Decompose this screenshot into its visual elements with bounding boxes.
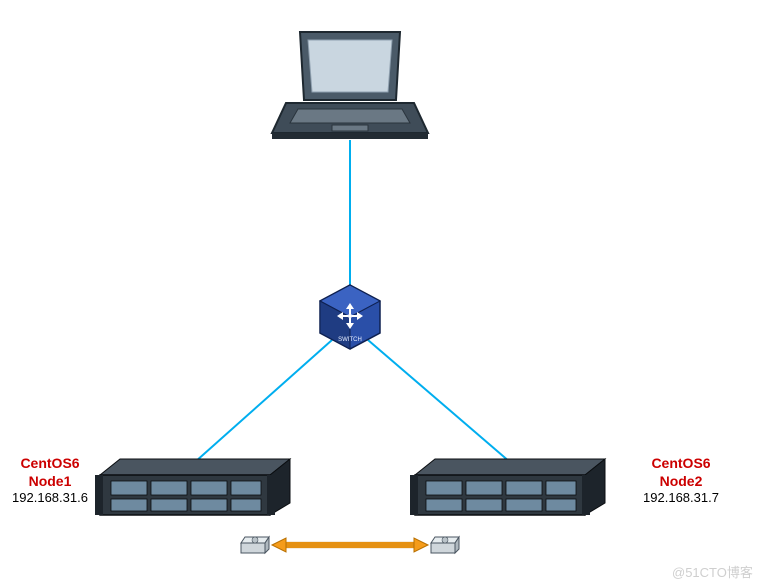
switch-icon: SWITCH (320, 285, 380, 349)
node1-label: CentOS6 Node1 192.168.31.6 (0, 455, 100, 506)
edge-switch-server2 (368, 340, 510, 462)
server2-icon (410, 459, 605, 515)
node1-name2: Node1 (0, 473, 100, 491)
node2-ip: 192.168.31.7 (616, 490, 746, 506)
server1-icon (95, 459, 290, 515)
node2-name2: Node2 (616, 473, 746, 491)
node1-name1: CentOS6 (0, 455, 100, 473)
switch-label: SWITCH (338, 337, 362, 343)
edge-switch-server1 (195, 340, 332, 462)
replication-arrow (272, 538, 428, 552)
watermark: @51CTO博客 (672, 562, 753, 581)
diagram-canvas: SWITCH (0, 0, 758, 582)
node2-label: CentOS6 Node2 192.168.31.7 (616, 455, 746, 506)
laptop-icon (272, 32, 428, 139)
node1-ip: 192.168.31.6 (0, 490, 100, 506)
disk2-icon (431, 537, 459, 553)
disk1-icon (241, 537, 269, 553)
node2-name1: CentOS6 (616, 455, 746, 473)
